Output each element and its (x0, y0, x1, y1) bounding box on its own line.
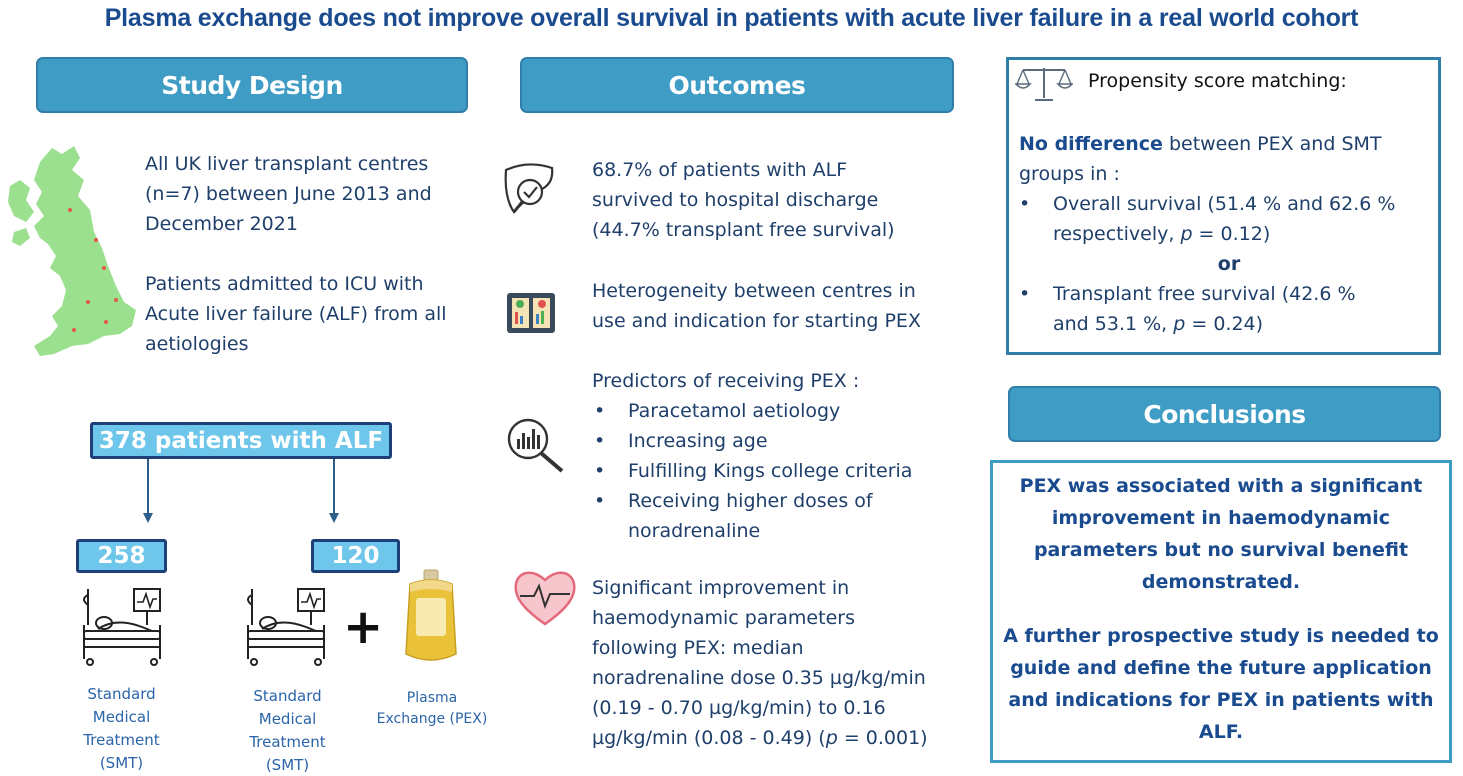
survival-text: 68.7% of patients with ALF survived to h… (592, 159, 895, 241)
centres-comparison-icon (507, 293, 555, 333)
hospital-bed-icon (247, 588, 325, 666)
plasma-bag-icon (405, 569, 457, 661)
plus-sign: + (343, 599, 384, 655)
list-item: Increasing age (592, 426, 962, 456)
smt-caption-right: Standard Medical Treatment (SMT) (249, 687, 326, 774)
psm-heading: Propensity score matching: (1088, 70, 1347, 92)
conclusions-text: PEX was associated with a significant im… (1003, 475, 1439, 743)
predictors-cont: noradrenaline (628, 520, 761, 542)
pex-count-pill: 120 (311, 539, 400, 573)
outcomes-header: Outcomes (520, 57, 954, 113)
flow-arrows (143, 459, 339, 523)
list-item: Receiving higher doses of (592, 486, 962, 516)
predictors-list: Paracetamol aetiology Increasing age Ful… (592, 396, 962, 516)
pex-caption: Plasma Exchange (PEX) (376, 690, 488, 727)
page-title: Plasma exchange does not improve overall… (104, 4, 1359, 32)
hospital-bed-icon (83, 588, 161, 666)
heart-pulse-icon (514, 571, 576, 626)
predictors-heading: Predictors of receiving PEX : (592, 370, 860, 392)
uk-map-icon (8, 146, 136, 356)
study-design-header: Study Design (36, 57, 468, 113)
conclusions-header: Conclusions (1008, 386, 1441, 442)
predictors-block: Predictors of receiving PEX : Paracetamo… (592, 366, 962, 546)
smt-caption-left: Standard Medical Treatment (SMT) (83, 685, 160, 772)
smt-count-pill: 258 (76, 539, 167, 573)
conclusions-box (990, 460, 1452, 763)
heterogeneity-text: Heterogeneity between centres in use and… (592, 280, 921, 332)
or-label: or (1217, 253, 1241, 275)
total-patients-pill: 378 patients with ALF (90, 422, 392, 459)
centres-text: All UK liver transplant centres (n=7) be… (145, 153, 432, 235)
patients-text: Patients admitted to ICU with Acute live… (145, 273, 447, 355)
magnifier-chart-icon (507, 418, 564, 473)
liver-check-icon (504, 163, 554, 214)
psm-content: No difference between PEX and SMT groups… (1019, 129, 1433, 339)
scales-icon (1015, 68, 1073, 101)
list-item: Paracetamol aetiology (592, 396, 962, 426)
haemodynamic-text: Significant improvement in haemodynamic … (592, 577, 928, 749)
psm-box (1006, 57, 1441, 355)
list-item: Fulfilling Kings college criteria (592, 456, 962, 486)
